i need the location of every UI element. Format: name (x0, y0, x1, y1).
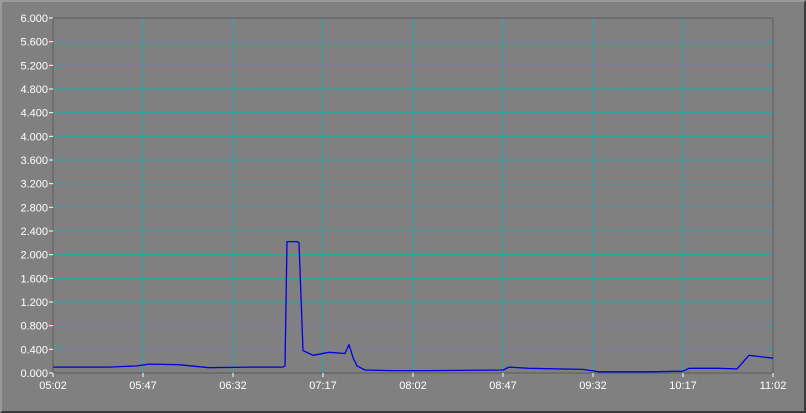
x-tick-label: 09:32 (579, 380, 607, 392)
y-tick-label: 2.800 (20, 202, 48, 214)
y-tick-label: 4.000 (20, 131, 48, 143)
grid (53, 18, 773, 373)
x-tick-label: 11:02 (760, 380, 787, 392)
y-tick-label: 5.200 (20, 60, 48, 72)
y-tick-label: 4.400 (20, 108, 48, 120)
x-tick-label: 06:32 (219, 380, 247, 392)
series-group (53, 240, 774, 373)
x-tick-label: 10:17 (669, 380, 697, 392)
x-tick-label: 08:02 (399, 380, 427, 392)
y-tick-label: 0.400 (20, 344, 48, 356)
series-line (53, 240, 774, 373)
x-tick-label: 05:47 (129, 380, 157, 392)
y-tick-label: 5.600 (20, 37, 48, 49)
x-tick-label: 08:47 (489, 380, 517, 392)
y-axis: 0.000 0.400 0.800 1.200 1.600 2.000 2.400 2.800… (20, 13, 53, 380)
y-tick-label: 3.600 (20, 155, 48, 167)
y-tick-label: 1.600 (20, 273, 48, 285)
y-tick-label: 0.800 (20, 321, 48, 333)
y-tick-label: 2.000 (20, 250, 48, 262)
y-tick-label: 2.400 (20, 226, 48, 238)
x-tick-label: 07:17 (309, 380, 337, 392)
x-axis: 05:02 05:47 06:32 07:17 08:02 08:47 09:32 10:17… (39, 373, 786, 392)
x-tick-label: 05:02 (39, 380, 67, 392)
y-tick-label: 3.200 (20, 179, 48, 191)
y-tick-label: 0.000 (20, 368, 48, 380)
y-tick-label: 1.200 (20, 297, 48, 309)
y-tick-label: 6.000 (20, 13, 48, 25)
y-tick-label: 4.800 (20, 84, 48, 96)
